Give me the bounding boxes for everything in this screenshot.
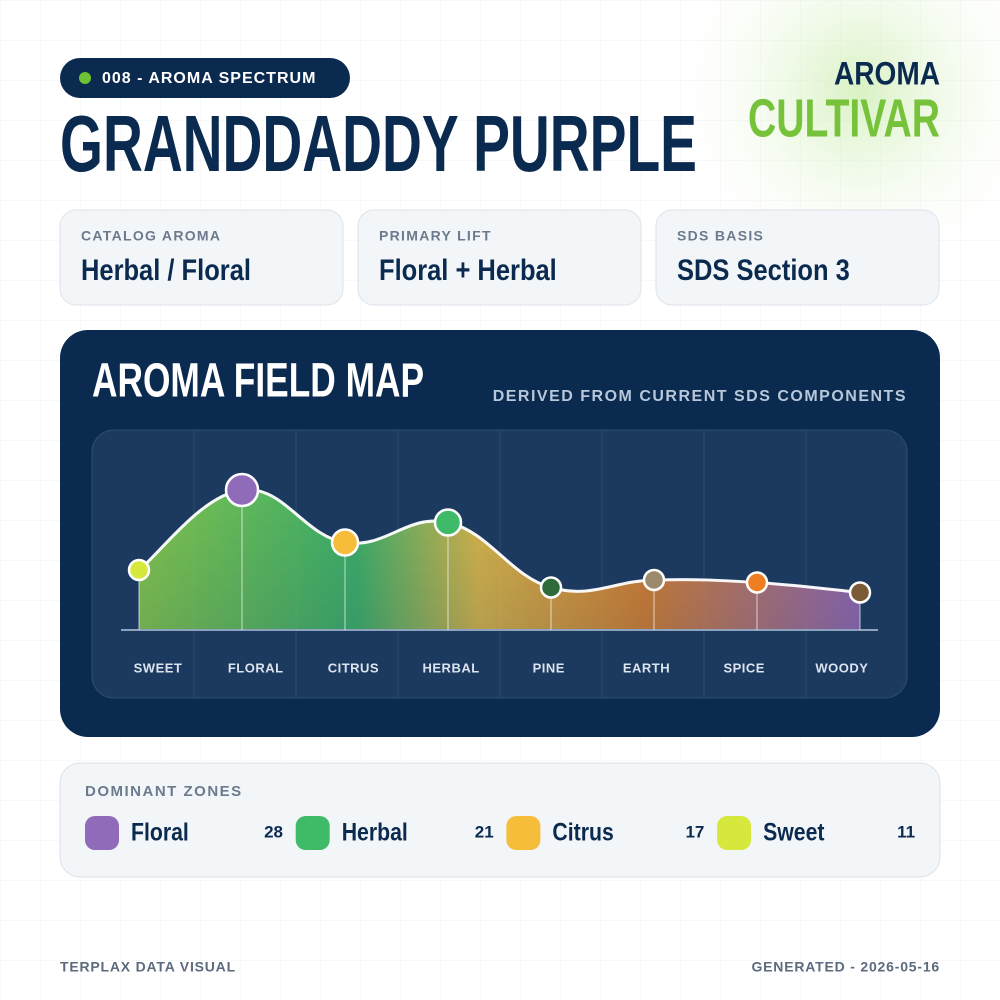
zone-value: 21 (475, 822, 494, 841)
x-tick-label: SWEET (134, 660, 183, 675)
x-tick-label: HERBAL (423, 660, 480, 675)
chart-title: AROMA FIELD MAP (92, 355, 424, 408)
zones-card (59, 762, 941, 878)
title: GRANDDADDY PURPLE (60, 99, 697, 188)
zone-name: Sweet (763, 818, 825, 846)
area (139, 489, 860, 630)
x-tick-label: FLORAL (228, 660, 284, 675)
point (642, 568, 666, 592)
info-card (357, 209, 642, 306)
point (539, 576, 563, 599)
point (330, 528, 360, 557)
zone-value: 11 (897, 822, 915, 841)
zone-name: Floral (131, 818, 189, 846)
card-label: PRIMARY LIFT (379, 228, 492, 244)
brand-top: AROMA (834, 55, 940, 91)
point (848, 581, 872, 604)
zone-swatch (717, 816, 752, 850)
zone-value: 17 (685, 822, 704, 841)
point (127, 558, 151, 582)
info-card (59, 209, 344, 306)
card-label: SDS BASIS (677, 228, 764, 244)
zones-title: DOMINANT ZONES (85, 783, 243, 800)
chart-subtitle: DERIVED FROM CURRENT SDS COMPONENTS (493, 388, 907, 405)
point (433, 508, 463, 537)
point (224, 472, 260, 508)
zone-swatch (85, 816, 119, 850)
zone-swatch (506, 816, 541, 850)
x-tick-label: PINE (533, 660, 565, 675)
x-tick-label: SPICE (723, 660, 765, 675)
card-value: SDS Section 3 (677, 253, 850, 286)
x-tick-label: EARTH (623, 660, 670, 675)
x-tick-label: WOODY (815, 660, 868, 675)
card-value: Floral + Herbal (379, 253, 557, 286)
badge-dot (79, 72, 91, 84)
zone-name: Citrus (552, 818, 613, 846)
badge-text: 008 - AROMA SPECTRUM (102, 70, 316, 87)
zone-swatch (295, 816, 330, 850)
info-card (655, 209, 940, 306)
footer-left: TERPLAX DATA VISUAL (60, 959, 236, 975)
x-tick-label: CITRUS (328, 660, 379, 675)
brand-bottom: CULTIVAR (748, 88, 940, 148)
badge (60, 58, 350, 98)
point (745, 571, 769, 594)
footer-right: GENERATED - 2026-05-16 (751, 959, 940, 975)
zone-name: Herbal (342, 818, 408, 846)
card-value: Herbal / Floral (81, 253, 251, 286)
card-label: CATALOG AROMA (81, 228, 221, 244)
zone-value: 28 (264, 822, 283, 841)
